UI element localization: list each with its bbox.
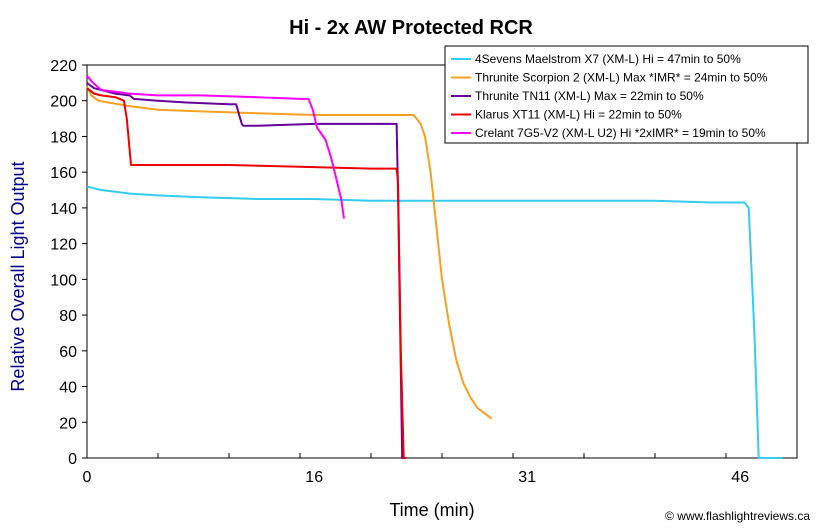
y-tick-label: 140 — [50, 201, 77, 218]
series-line-3 — [86, 82, 407, 459]
series-line-4 — [86, 87, 407, 459]
y-tick-label: 80 — [59, 308, 77, 325]
x-axis: 0 16 31 46 — [83, 453, 798, 486]
y-tick-label: 40 — [59, 380, 77, 397]
series-line-1 — [86, 185, 783, 459]
x-tick-label: 31 — [518, 469, 536, 486]
y-tick-label: 60 — [59, 344, 77, 361]
x-tick-label: 0 — [83, 469, 92, 486]
y-tick-label: 160 — [50, 165, 77, 182]
legend-item: Crelant 7G5-V2 (XM-L U2) Hi *2xIMR* = 19… — [475, 126, 766, 140]
series-line-2 — [86, 85, 493, 420]
legend: 4Sevens Maelstrom X7 (XM-L) Hi = 47min t… — [444, 45, 809, 144]
legend-box — [444, 45, 809, 144]
credit-text: © www.flashlightreviews.ca — [665, 509, 810, 523]
legend-item: Thrunite TN11 (XM-L) Max = 22min to 50% — [475, 89, 704, 103]
y-tick-label: 220 — [50, 58, 77, 75]
series-line-5 — [86, 75, 345, 219]
y-tick-label: 0 — [68, 451, 77, 468]
x-axis-label: Time (min) — [389, 500, 474, 520]
y-tick-label: 200 — [50, 94, 77, 111]
legend-item: 4Sevens Maelstrom X7 (XM-L) Hi = 47min t… — [475, 52, 741, 66]
y-tick-label: 100 — [50, 272, 77, 289]
y-tick-label: 120 — [50, 237, 77, 254]
y-axis-label: Relative Overall Light Output — [8, 161, 28, 391]
y-tick-label: 180 — [50, 129, 77, 146]
series-lines — [86, 75, 783, 459]
x-tick-label: 16 — [305, 469, 323, 486]
y-axis: 0 20 40 60 80 100 120 140 160 180 200 220 — [50, 58, 87, 468]
legend-item: Klarus XT11 (XM-L) Hi = 22min to 50% — [475, 108, 682, 122]
y-tick-label: 20 — [59, 415, 77, 432]
x-tick-label: 46 — [731, 469, 749, 486]
chart-title: Hi - 2x AW Protected RCR — [289, 17, 533, 39]
legend-item: Thrunite Scorpion 2 (XM-L) Max *IMR* = 2… — [475, 71, 768, 85]
